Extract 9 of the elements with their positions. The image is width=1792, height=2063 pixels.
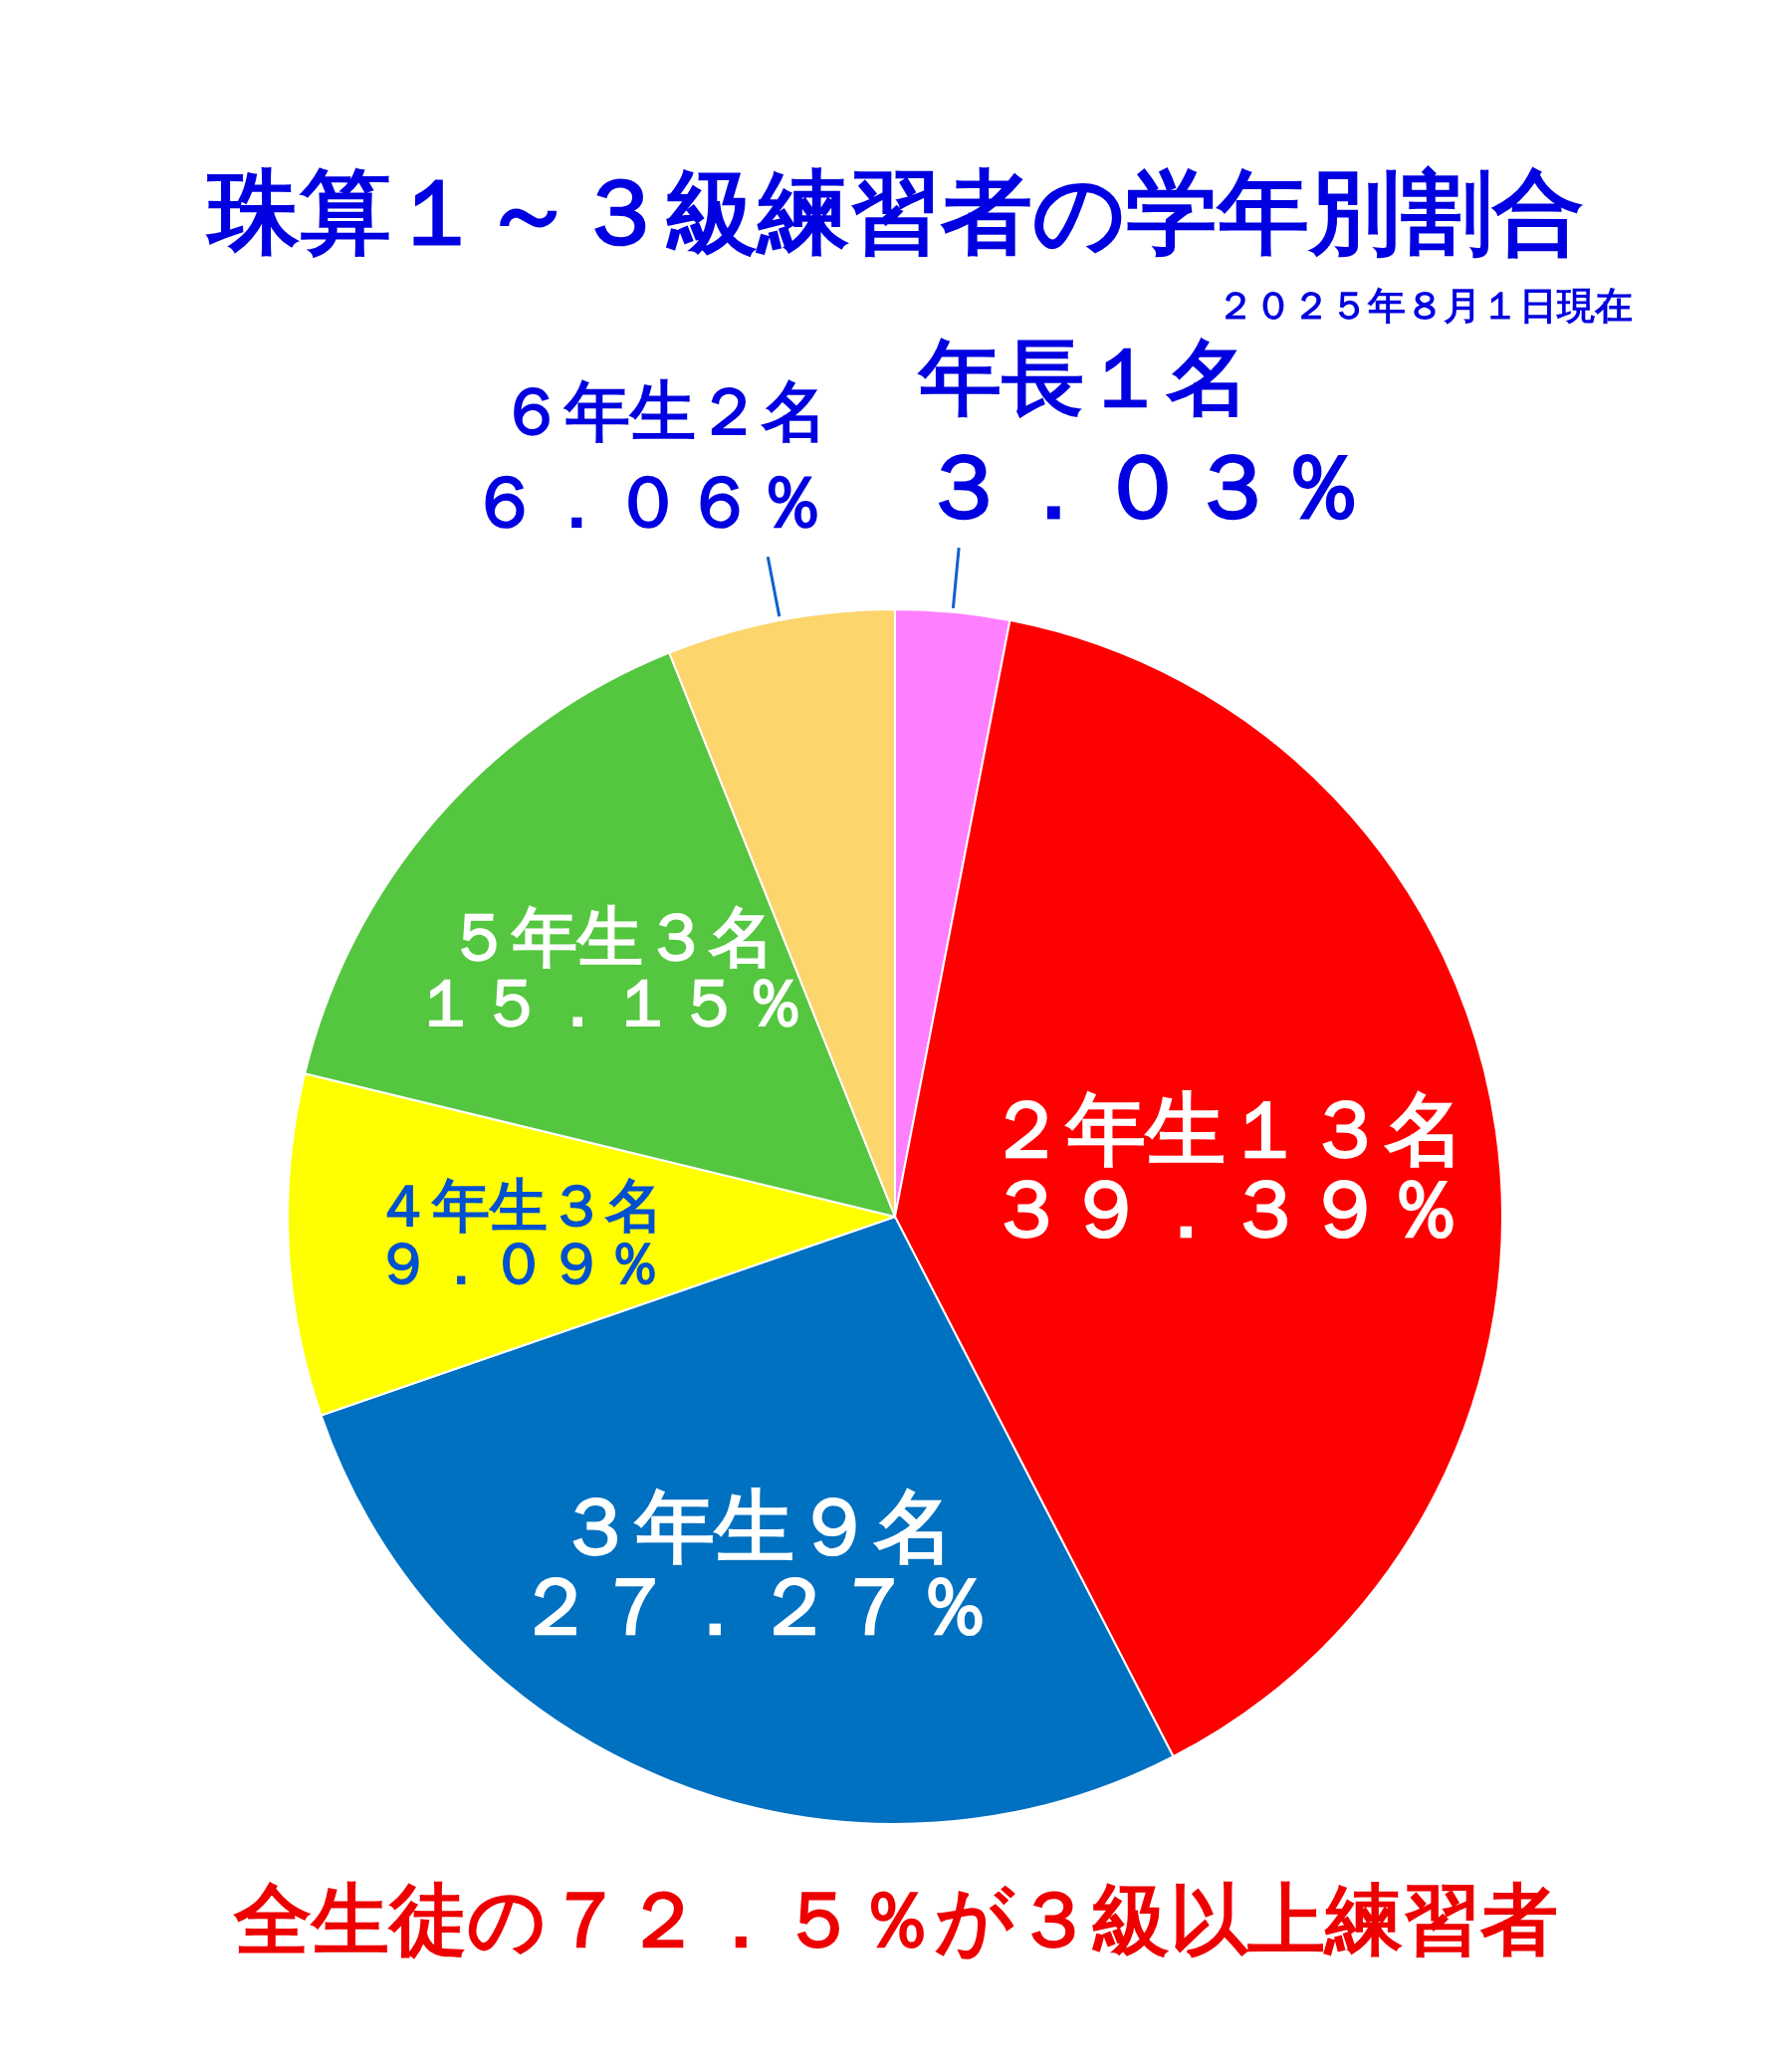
- chart-subtitle: ２０２５年８月１日現在: [1217, 284, 1633, 328]
- slice-label: ５年生３名: [446, 899, 776, 977]
- text: 全生徒の７２．５％が３級以上練習者: [233, 1875, 1558, 1964]
- data-label: ６．０６％: [469, 460, 828, 545]
- data-label: ３．０３％: [919, 434, 1368, 540]
- chart-title: 珠算１～３級練習者の学年別割合: [205, 159, 1584, 266]
- slice-label: 年長１名: [917, 329, 1250, 425]
- slice-label: ６年生２名: [499, 373, 828, 451]
- slice-label: ４年生３名: [374, 1172, 664, 1241]
